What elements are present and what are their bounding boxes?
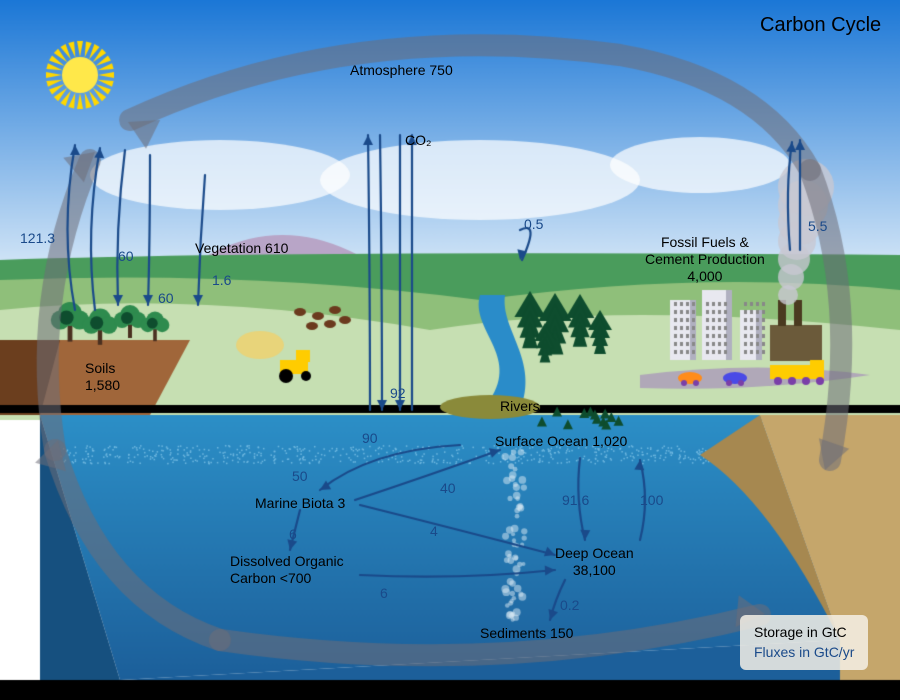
flux-biota-deep: 4 xyxy=(430,523,438,539)
diagram-title: Carbon Cycle xyxy=(760,14,881,37)
flux-deep-surf: 100 xyxy=(640,492,663,508)
flux-ocean-atm: 90 xyxy=(362,430,378,446)
flux-surf-deep: 91.6 xyxy=(562,492,589,508)
label-rivers: Rivers xyxy=(500,398,540,414)
label-atmosphere: Atmosphere 750 xyxy=(350,62,453,78)
label-sediments: Sediments 150 xyxy=(480,625,573,641)
flux-surf-biota: 50 xyxy=(292,468,308,484)
flux-veg-atm: 121.3 xyxy=(20,230,55,246)
label-deep-ocean: Deep Ocean38,100 xyxy=(555,545,634,579)
carbon-cycle-canvas xyxy=(0,0,900,700)
flux-veg-soil: 1.6 xyxy=(212,272,231,288)
label-soils: Soils1,580 xyxy=(85,360,120,394)
flux-fossil-atm: 5.5 xyxy=(808,218,827,234)
label-doc: Dissolved OrganicCarbon <700 xyxy=(230,553,344,587)
flux-doc-deep: 6 xyxy=(380,585,388,601)
flux-biota-surf: 40 xyxy=(440,480,456,496)
flux-biota-doc: 6 xyxy=(289,526,297,542)
flux-deep-sed: 0.2 xyxy=(560,597,579,613)
label-vegetation: Vegetation 610 xyxy=(195,240,288,256)
label-surface-ocean: Surface Ocean 1,020 xyxy=(495,433,627,449)
flux-river-atm: 0.5 xyxy=(524,216,543,232)
label-co2: CO₂ xyxy=(405,98,431,148)
flux-atm-ocean: 92 xyxy=(390,385,406,401)
legend-storage: Storage in GtC xyxy=(754,623,854,643)
label-fossil: Fossil Fuels &Cement Production4,000 xyxy=(645,234,765,284)
legend-flux: Fluxes in GtC/yr xyxy=(754,643,854,663)
flux-atm-veg2: 60 xyxy=(158,290,174,306)
legend: Storage in GtC Fluxes in GtC/yr xyxy=(740,615,868,670)
label-marine-biota: Marine Biota 3 xyxy=(255,495,345,511)
flux-atm-veg1: 60 xyxy=(118,248,134,264)
